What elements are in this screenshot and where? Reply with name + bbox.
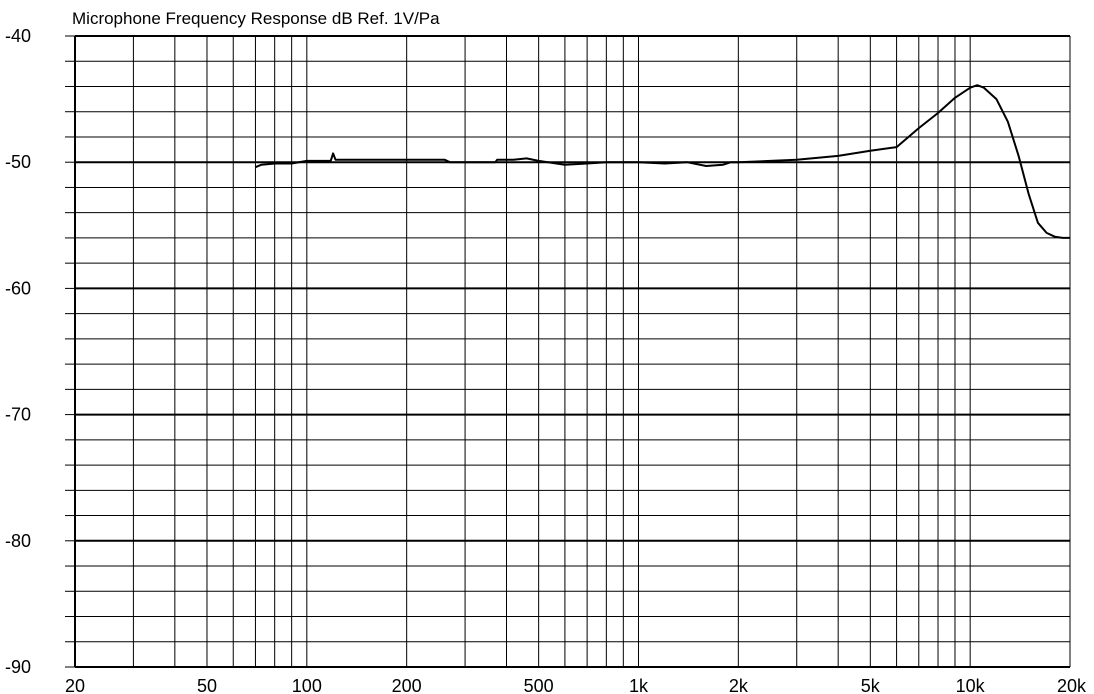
x-tick-label: 2k <box>729 676 749 694</box>
y-tick-label: -90 <box>5 657 31 677</box>
x-tick-label: 50 <box>197 676 217 694</box>
chart-title: Microphone Frequency Response dB Ref. 1V… <box>72 9 440 28</box>
grid <box>65 35 1071 668</box>
y-tick-label: -80 <box>5 531 31 551</box>
x-tick-label: 500 <box>524 676 554 694</box>
y-tick-label: -50 <box>5 152 31 172</box>
x-tick-label: 1k <box>629 676 649 694</box>
x-tick-label: 5k <box>861 676 881 694</box>
x-tick-label: 200 <box>392 676 422 694</box>
y-tick-label: -70 <box>5 405 31 425</box>
x-tick-label: 20 <box>65 676 85 694</box>
x-tick-label: 10k <box>956 676 986 694</box>
x-axis-tick-labels: 20 50 100 200 500 1k 2k 5k 10k 20k <box>65 676 1087 694</box>
y-tick-label: -60 <box>5 278 31 298</box>
y-axis-tick-labels: -40 -50 -60 -70 -80 -90 <box>5 26 31 677</box>
frequency-response-line <box>255 84 1070 239</box>
x-tick-label: 20k <box>1057 676 1087 694</box>
series-layer <box>255 84 1070 239</box>
x-tick-label: 100 <box>292 676 322 694</box>
y-tick-label: -40 <box>5 26 31 46</box>
